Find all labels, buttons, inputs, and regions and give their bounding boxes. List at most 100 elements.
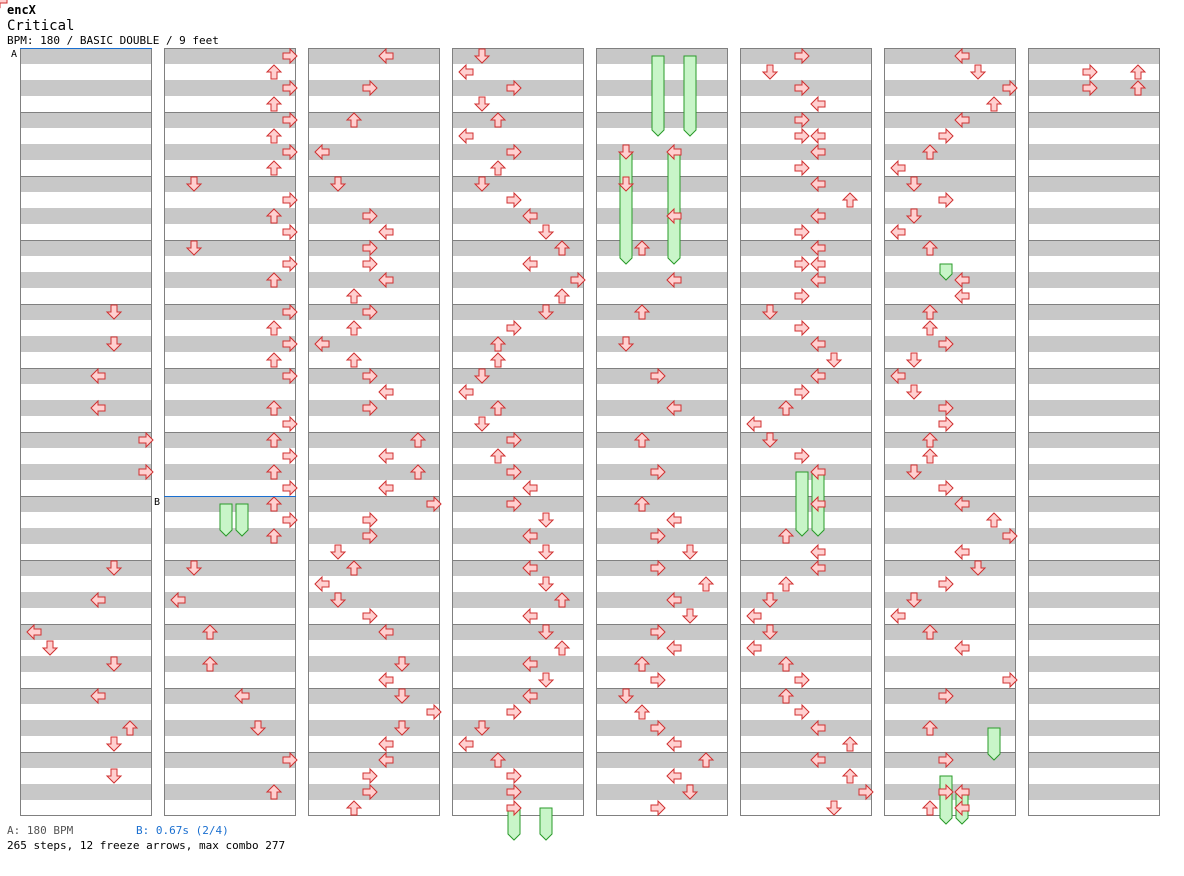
step-arrow-left <box>666 511 682 529</box>
beat-stripe <box>1028 48 1160 64</box>
step-arrow-down <box>393 656 411 672</box>
step-arrow-up <box>553 640 571 656</box>
step-arrow-up <box>697 576 715 592</box>
step-arrow-up <box>489 448 507 464</box>
step-arrow-right <box>362 783 378 801</box>
step-arrow-right <box>282 447 298 465</box>
beat-stripe <box>596 336 728 352</box>
step-arrow-right <box>506 495 522 513</box>
step-arrow-right <box>938 415 954 433</box>
beat-stripe <box>1028 656 1160 672</box>
beat-stripe <box>884 176 1016 192</box>
step-arrow-up <box>921 304 939 320</box>
step-arrow-down <box>825 352 843 368</box>
step-arrow-up <box>265 784 283 800</box>
step-arrow-right <box>362 207 378 225</box>
beat-stripe <box>884 720 1016 736</box>
step-arrow-down <box>761 304 779 320</box>
step-arrow-left <box>810 719 826 737</box>
freeze-arrow <box>235 503 249 537</box>
step-arrow-left <box>378 671 394 689</box>
beat-stripe <box>884 432 1016 448</box>
step-arrow-right <box>794 47 810 65</box>
step-arrow-right <box>282 479 298 497</box>
beat-stripe <box>20 304 152 320</box>
step-arrow-down <box>537 672 555 688</box>
beat-stripe <box>20 240 152 256</box>
step-arrow-right <box>650 367 666 385</box>
step-arrow-right <box>506 799 522 817</box>
step-arrow-up <box>265 272 283 288</box>
step-arrow-down <box>537 224 555 240</box>
beat-stripe <box>1028 560 1160 576</box>
step-arrow-right <box>1002 79 1018 97</box>
beat-stripe <box>308 112 440 128</box>
beat-stripe <box>164 656 296 672</box>
step-arrow-down <box>41 640 59 656</box>
step-arrow-down <box>905 592 923 608</box>
beat-stripe <box>596 144 728 160</box>
step-arrow-right <box>794 111 810 129</box>
beat-stripe <box>740 176 872 192</box>
beat-stripe <box>740 592 872 608</box>
step-arrow-right <box>794 319 810 337</box>
step-arrow-left <box>90 687 106 705</box>
beat-stripe <box>1028 240 1160 256</box>
step-arrow-undefined <box>0 0 8 9</box>
step-arrow-up <box>777 576 795 592</box>
step-arrow-up <box>121 720 139 736</box>
beat-stripe <box>308 176 440 192</box>
beat-stripe <box>740 560 872 576</box>
beat-stripe <box>164 272 296 288</box>
column-border <box>1028 48 1160 816</box>
step-arrow-left <box>458 383 474 401</box>
freeze-arrow <box>987 727 1001 761</box>
beat-stripe <box>164 240 296 256</box>
step-arrow-up <box>697 752 715 768</box>
step-arrow-left <box>90 367 106 385</box>
step-arrow-left <box>90 591 106 609</box>
step-arrow-down <box>473 48 491 64</box>
step-arrow-left <box>954 287 970 305</box>
step-arrow-left <box>314 143 330 161</box>
step-arrow-left <box>810 175 826 193</box>
beat-stripe <box>20 528 152 544</box>
beat-stripe <box>884 624 1016 640</box>
beat-stripe <box>164 112 296 128</box>
beat-stripe <box>20 752 152 768</box>
beat-stripe <box>596 208 728 224</box>
beat-stripe <box>308 688 440 704</box>
beat-stripe <box>164 624 296 640</box>
step-arrow-left <box>90 399 106 417</box>
step-arrow-up <box>265 352 283 368</box>
beat-stripe <box>164 176 296 192</box>
step-arrow-down <box>105 304 123 320</box>
step-arrow-down <box>617 336 635 352</box>
step-arrow-up <box>841 768 859 784</box>
beat-stripe <box>884 656 1016 672</box>
step-arrow-down <box>905 384 923 400</box>
beat-stripe <box>1028 592 1160 608</box>
step-arrow-up <box>1129 80 1147 96</box>
step-arrow-up <box>489 336 507 352</box>
beat-stripe <box>20 624 152 640</box>
beat-stripe <box>740 336 872 352</box>
beat-stripe <box>20 560 152 576</box>
step-arrow-left <box>890 607 906 625</box>
step-arrow-left <box>522 607 538 625</box>
step-arrow-up <box>265 528 283 544</box>
step-arrow-right <box>794 703 810 721</box>
step-arrow-left <box>890 159 906 177</box>
beat-stripe <box>596 784 728 800</box>
step-arrow-left <box>810 127 826 145</box>
step-arrow-right <box>794 127 810 145</box>
step-arrow-down <box>761 592 779 608</box>
beat-stripe <box>740 528 872 544</box>
step-arrow-down <box>537 624 555 640</box>
step-arrow-right <box>506 463 522 481</box>
step-arrow-left <box>810 271 826 289</box>
step-arrow-down <box>905 464 923 480</box>
beat-stripe <box>884 208 1016 224</box>
column-border <box>596 48 728 816</box>
beat-stripe <box>596 400 728 416</box>
